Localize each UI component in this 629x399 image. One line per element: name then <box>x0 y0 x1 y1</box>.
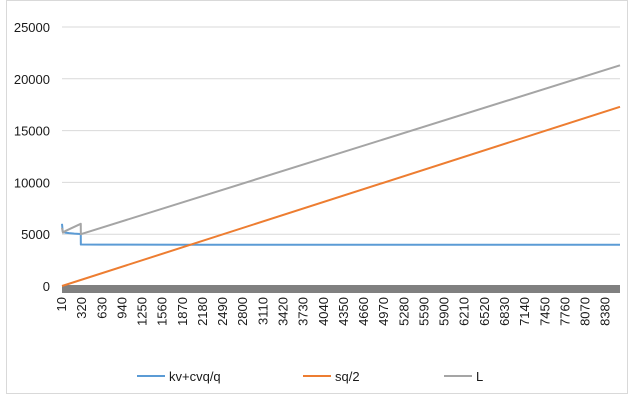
x-tick-label: 8070 <box>578 297 593 326</box>
x-axis: 10 320 630 940 1250 1560 1870 2180 2490 2800 3110 3… <box>54 285 620 326</box>
x-tick-label: 1870 <box>175 297 190 326</box>
legend: kv+cvq/q sq/2 L <box>137 369 483 384</box>
y-tick-label: 0 <box>43 279 50 294</box>
x-tick-label: 2490 <box>215 297 230 326</box>
x-tick-label: 2180 <box>195 297 210 326</box>
x-tick-label: 7140 <box>517 297 532 326</box>
y-tick-label: 10000 <box>14 175 50 190</box>
x-tick-label: 1560 <box>155 297 170 326</box>
x-axis-band <box>62 285 620 293</box>
x-tick-label: 4040 <box>316 297 331 326</box>
x-tick-label: 4660 <box>356 297 371 326</box>
series-line-0 <box>61 223 620 246</box>
x-tick-label: 5280 <box>396 297 411 326</box>
series-line-1 <box>61 105 621 287</box>
legend-label: L <box>476 369 483 384</box>
chart-border <box>6 0 628 394</box>
x-tick-label: 3110 <box>255 297 270 325</box>
x-tick-label: 3420 <box>276 297 291 326</box>
x-tick-label: 630 <box>94 297 109 319</box>
x-tick-label: 10 <box>54 297 69 311</box>
series-line-2 <box>61 64 621 236</box>
y-tick-label: 15000 <box>14 124 50 139</box>
x-tick-label: 320 <box>74 297 89 319</box>
y-tick-label: 5000 <box>21 227 50 242</box>
legend-label: kv+cvq/q <box>169 369 221 384</box>
x-tick-label: 5590 <box>416 297 431 326</box>
legend-label: sq/2 <box>335 369 360 384</box>
y-tick-label: 20000 <box>14 72 50 87</box>
x-tick-label: 1250 <box>135 297 150 326</box>
x-tick-label: 6520 <box>477 297 492 326</box>
x-tick-label: 6830 <box>497 297 512 326</box>
x-tick-label: 4350 <box>336 297 351 326</box>
x-tick-label: 3730 <box>296 297 311 326</box>
x-tick-label: 4970 <box>376 297 391 326</box>
x-tick-label: 8380 <box>598 297 613 326</box>
y-tick-label: 25000 <box>14 20 50 35</box>
gridlines <box>62 26 620 235</box>
series-lines <box>61 64 621 287</box>
x-tick-label: 5900 <box>437 297 452 326</box>
x-tick-label: 7450 <box>537 297 552 326</box>
x-tick-label: 7760 <box>557 297 572 326</box>
x-tick-label: 2800 <box>235 297 250 326</box>
y-axis: 0 5000 10000 15000 20000 25000 <box>14 20 50 294</box>
x-tick-label: 6210 <box>457 297 472 326</box>
x-tick-label: 940 <box>114 297 129 319</box>
